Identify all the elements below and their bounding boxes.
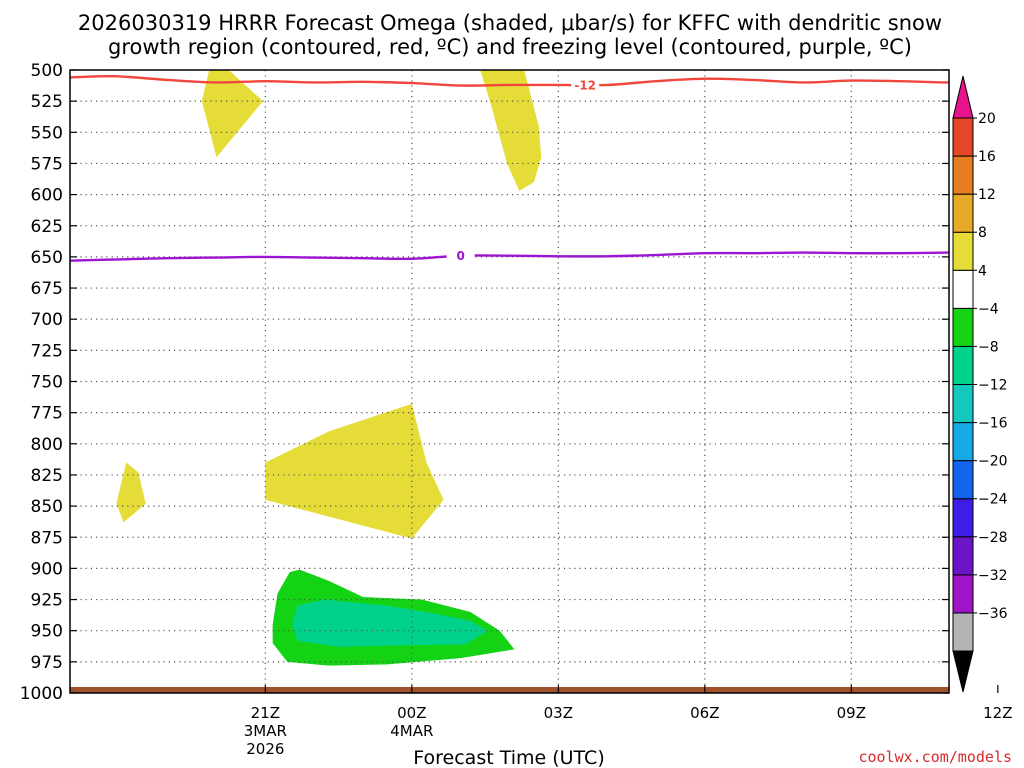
colorbar-tick-label: −24 [978, 492, 1008, 508]
dgz-contour-minus12-label: -12 [574, 78, 596, 92]
y-tick-label: 900 [31, 559, 63, 579]
y-tick-label: 650 [31, 248, 63, 268]
colorbar-tick-label: −12 [978, 378, 1008, 394]
colorbar-tick-label: −20 [978, 454, 1008, 470]
colorbar-tick-label: 4 [978, 263, 987, 279]
y-tick-label: 975 [31, 653, 63, 673]
colorbar-swatch [952, 574, 974, 614]
x-tick-label: 06Z [690, 704, 719, 722]
colorbar-tick-label: 8 [978, 225, 987, 241]
freezing-level-contour-label-bg [984, 245, 1012, 259]
freezing-level-contour-label: 0 [994, 245, 1002, 259]
colorbar-swatch [952, 422, 974, 462]
colorbar-swatch [952, 155, 974, 195]
freezing-level-contour-label-bg [446, 248, 475, 263]
x-tick-label: 09Z [837, 704, 866, 722]
y-tick-label: 550 [31, 123, 63, 143]
x-tick-date: 4MAR [390, 722, 433, 740]
omega-positive-small-left [116, 462, 146, 523]
omega-positive-mid [265, 403, 444, 539]
y-tick-label: 700 [31, 310, 63, 330]
colorbar-tick-label: −32 [978, 568, 1008, 584]
x-tick-label: 03Z [544, 704, 573, 722]
y-tick-label: 875 [31, 528, 63, 548]
y-tick-label: 950 [31, 622, 63, 642]
y-tick-label: 500 [31, 61, 63, 81]
x-tick-label: 21Z [251, 704, 280, 722]
colorbar-swatch [952, 193, 974, 233]
freezing-level-contour-label: 0 [456, 249, 464, 263]
y-tick-label: 750 [31, 373, 63, 393]
dgz-contour-minus12-label-bg [571, 77, 600, 92]
y-tick-label: 925 [31, 591, 63, 611]
colorbar-tick-label: 12 [978, 187, 996, 203]
colorbar-swatch [952, 498, 974, 538]
y-tick-label: 600 [31, 186, 63, 206]
y-tick-label: 775 [31, 404, 63, 424]
y-tick-label: 725 [31, 341, 63, 361]
y-tick-label: 575 [31, 154, 63, 174]
colorbar-swatch [952, 384, 974, 424]
omega-shaded-regions [116, 70, 542, 666]
colorbar-tick-label: 16 [978, 149, 996, 165]
y-tick-label: 800 [31, 435, 63, 455]
x-tick-label: 12Z [983, 704, 1012, 722]
omega-positive-upper-left [201, 70, 263, 158]
chart-title-line2: growth region (contoured, red, ºC) and f… [108, 35, 912, 59]
omega-positive-upper-right [480, 70, 542, 191]
x-tick-year: 2026 [246, 740, 284, 758]
colorbar-tick-label: −28 [978, 530, 1008, 546]
dgz-contour-minus12 [70, 74, 949, 87]
ground-strip [70, 687, 949, 693]
y-tick-label: 675 [31, 279, 63, 299]
y-axis: 500 525 550 575 600 625 650 675 700 725 750 775 800 8… [20, 61, 949, 704]
freezing-level-contour [70, 251, 949, 262]
x-tick-date: 3MAR [244, 722, 287, 740]
y-tick-label: 850 [31, 497, 63, 517]
colorbar-tick-label: −16 [978, 416, 1008, 432]
colorbar-tick-label: 20 [978, 111, 996, 127]
colorbar-tick-label: −8 [978, 339, 999, 355]
colorbar-tick-label: −4 [978, 301, 999, 317]
colorbar-swatch [952, 460, 974, 500]
y-tick-label: 525 [31, 92, 63, 112]
colorbar-tick-label: −36 [978, 606, 1008, 622]
ground-layer [70, 687, 949, 693]
colorbar-swatch [952, 307, 974, 347]
colorbar: 20 16 12 8 4 −4 −8 −12 −16 −20 −24 −28 −32 −36 [952, 75, 1008, 693]
y-tick-label: 625 [31, 217, 63, 237]
colorbar-swatch [952, 345, 974, 385]
colorbar-swatch [952, 117, 974, 157]
omega-negative-inner [292, 599, 488, 647]
colorbar-top-arrow [952, 75, 974, 119]
x-axis-label: Forecast Time (UTC) [413, 747, 604, 768]
y-tick-label: 1000 [20, 684, 63, 704]
colorbar-swatch [952, 536, 974, 576]
colorbar-swatch [952, 612, 974, 652]
colorbar-swatch [952, 269, 974, 309]
chart-title-line1: 2026030319 HRRR Forecast Omega (shaded, … [78, 11, 942, 35]
colorbar-swatch [952, 231, 974, 271]
credit-text: coolwx.com/models [858, 748, 1012, 766]
y-tick-label: 825 [31, 466, 63, 486]
x-tick-label: 00Z [397, 704, 426, 722]
colorbar-bottom-arrow [952, 650, 974, 693]
